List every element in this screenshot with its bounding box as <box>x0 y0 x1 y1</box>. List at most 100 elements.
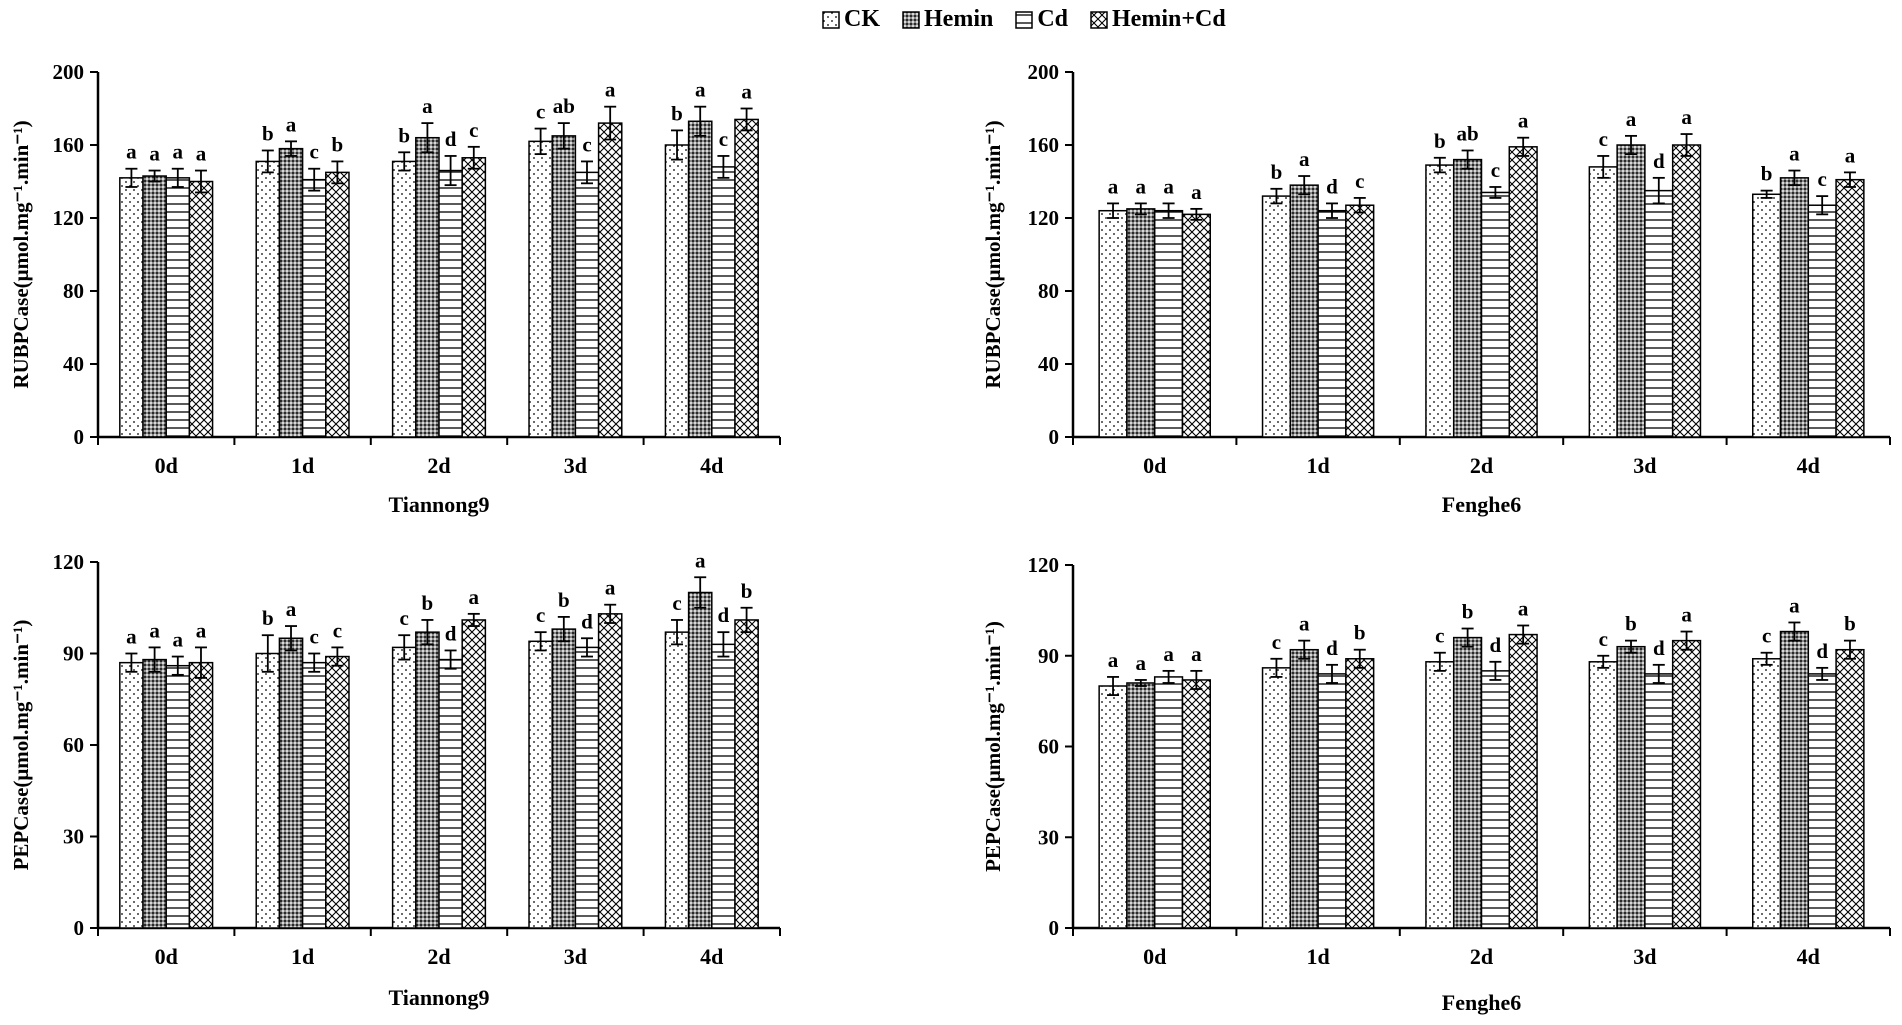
bar-cd-2d <box>438 658 463 929</box>
bar-ck-3d <box>528 640 553 929</box>
significance-letter: c <box>1762 624 1771 648</box>
significance-letter: a <box>1299 147 1310 171</box>
bar-hemin-cd-2d <box>1508 633 1538 929</box>
bar-cd-3d <box>574 646 600 929</box>
x-tick-label: 3d <box>564 944 587 969</box>
bar-ck-0d <box>119 661 144 929</box>
y-tick-label: 200 <box>1028 60 1060 84</box>
bar-hemin-4d <box>687 120 713 438</box>
chart-rubp-tiannong9: 0 40 80 120 160 200 0d 1d 2d 3d 4d Tiannong9 RUBPCas… <box>9 60 781 517</box>
bar-hemin-2d <box>415 136 440 438</box>
bar-cd-0d <box>165 664 191 929</box>
x-tick-label: 2d <box>427 453 450 478</box>
bar-hemin-cd-1d <box>1345 658 1375 929</box>
y-tick-label: 80 <box>63 279 84 303</box>
x-tick-label: 1d <box>291 453 314 478</box>
significance-letter: ab <box>553 94 575 118</box>
legend-swatch-ck <box>822 10 840 29</box>
significance-letter: d <box>581 609 593 633</box>
significance-letter: b <box>262 121 274 145</box>
significance-letter: ab <box>1457 121 1479 145</box>
y-axis-title: PEPCase(μmol.mg⁻¹.min⁻¹) <box>981 621 1005 872</box>
bar-hemin-cd-3d <box>1671 144 1702 438</box>
bar-cd-3d <box>574 171 600 438</box>
bar-cd-0d <box>1153 209 1184 438</box>
bar-hemin-0d <box>1126 208 1156 438</box>
bar-cd-4d <box>711 166 736 438</box>
significance-letter: d <box>445 621 457 645</box>
bar-hemin-cd-0d <box>1181 213 1212 438</box>
significance-letter: a <box>126 625 137 649</box>
y-tick-label: 120 <box>53 550 85 574</box>
bar-hemin-1d <box>278 147 304 438</box>
y-tick-label: 60 <box>1038 735 1059 759</box>
x-tick-label: 2d <box>1470 944 1493 969</box>
significance-letter: d <box>1816 639 1828 663</box>
significance-letter: c <box>1491 158 1500 182</box>
bar-ck-4d <box>1751 193 1782 438</box>
bar-cd-1d <box>301 178 327 438</box>
significance-letter: d <box>718 603 730 627</box>
significance-letter: d <box>445 127 457 151</box>
bar-ck-3d <box>1588 166 1618 438</box>
significance-letter: a <box>173 140 184 164</box>
significance-letter: a <box>196 142 207 166</box>
significance-letter: a <box>422 94 433 118</box>
bar-cd-3d <box>1644 189 1674 438</box>
x-tick-label: 0d <box>1143 453 1166 478</box>
significance-letter: c <box>310 625 319 649</box>
bar-ck-1d <box>255 160 281 438</box>
significance-letter: b <box>1462 600 1474 624</box>
y-tick-label: 80 <box>1038 279 1059 303</box>
chart-pepc-tiannong9: 0 30 60 90 120 0d 1d 2d 3d 4d Tiannong9 PEPCase(μmo… <box>9 548 781 1010</box>
bar-hemin-0d <box>142 175 167 438</box>
bar-cd-2d <box>1480 191 1511 438</box>
significance-letter: c <box>1599 627 1608 651</box>
significance-letter: a <box>1681 105 1692 129</box>
x-tick-label: 4d <box>1797 944 1820 969</box>
significance-letter: a <box>149 142 160 166</box>
bar-hemin-cd-2d <box>461 619 487 929</box>
y-tick-label: 160 <box>53 133 85 157</box>
bar-hemin-cd-1d <box>325 655 350 929</box>
significance-letter: a <box>1681 603 1692 627</box>
bar-hemin-cd-4d <box>734 118 759 438</box>
y-tick-label: 30 <box>63 825 84 849</box>
significance-letter: b <box>398 123 410 147</box>
significance-letter: b <box>422 591 434 615</box>
y-tick-label: 60 <box>63 733 84 757</box>
bar-cd-2d <box>1480 670 1511 929</box>
bar-hemin-cd-0d <box>188 661 214 929</box>
significance-letter: c <box>719 127 728 151</box>
bar-ck-2d <box>1425 164 1455 438</box>
y-tick-label: 120 <box>1028 553 1060 577</box>
significance-letter: a <box>469 585 480 609</box>
bar-ck-4d <box>664 144 690 438</box>
significance-letter: d <box>1653 149 1665 173</box>
bar-cd-0d <box>1153 676 1184 929</box>
significance-letter: d <box>1326 174 1338 198</box>
bar-hemin-cd-0d <box>1181 679 1212 929</box>
significance-letter: b <box>262 606 274 630</box>
y-tick-label: 0 <box>1049 425 1060 449</box>
significance-letter: a <box>1789 593 1800 617</box>
significance-letter: b <box>1844 612 1856 636</box>
y-axis-title: PEPCase(μmol.mg⁻¹.min⁻¹) <box>9 620 33 871</box>
significance-letter: a <box>1626 107 1637 131</box>
significance-letter: c <box>582 132 591 156</box>
x-axis-title: Fenghe6 <box>1442 492 1521 517</box>
bar-hemin-3d <box>1616 144 1646 438</box>
bar-cd-4d <box>1807 673 1837 929</box>
legend-label-ck: CK <box>844 6 880 32</box>
significance-letter: c <box>333 618 342 642</box>
bar-hemin-3d <box>1616 645 1646 929</box>
bar-ck-1d <box>1261 667 1292 929</box>
bar-ck-4d <box>664 631 690 929</box>
bar-hemin-cd-2d <box>461 157 487 438</box>
y-tick-label: 30 <box>1038 825 1059 849</box>
legend-swatch-cd <box>1015 10 1034 29</box>
significance-letter: a <box>1299 612 1310 636</box>
bar-hemin-2d <box>415 631 440 929</box>
x-tick-label: 3d <box>1633 944 1656 969</box>
